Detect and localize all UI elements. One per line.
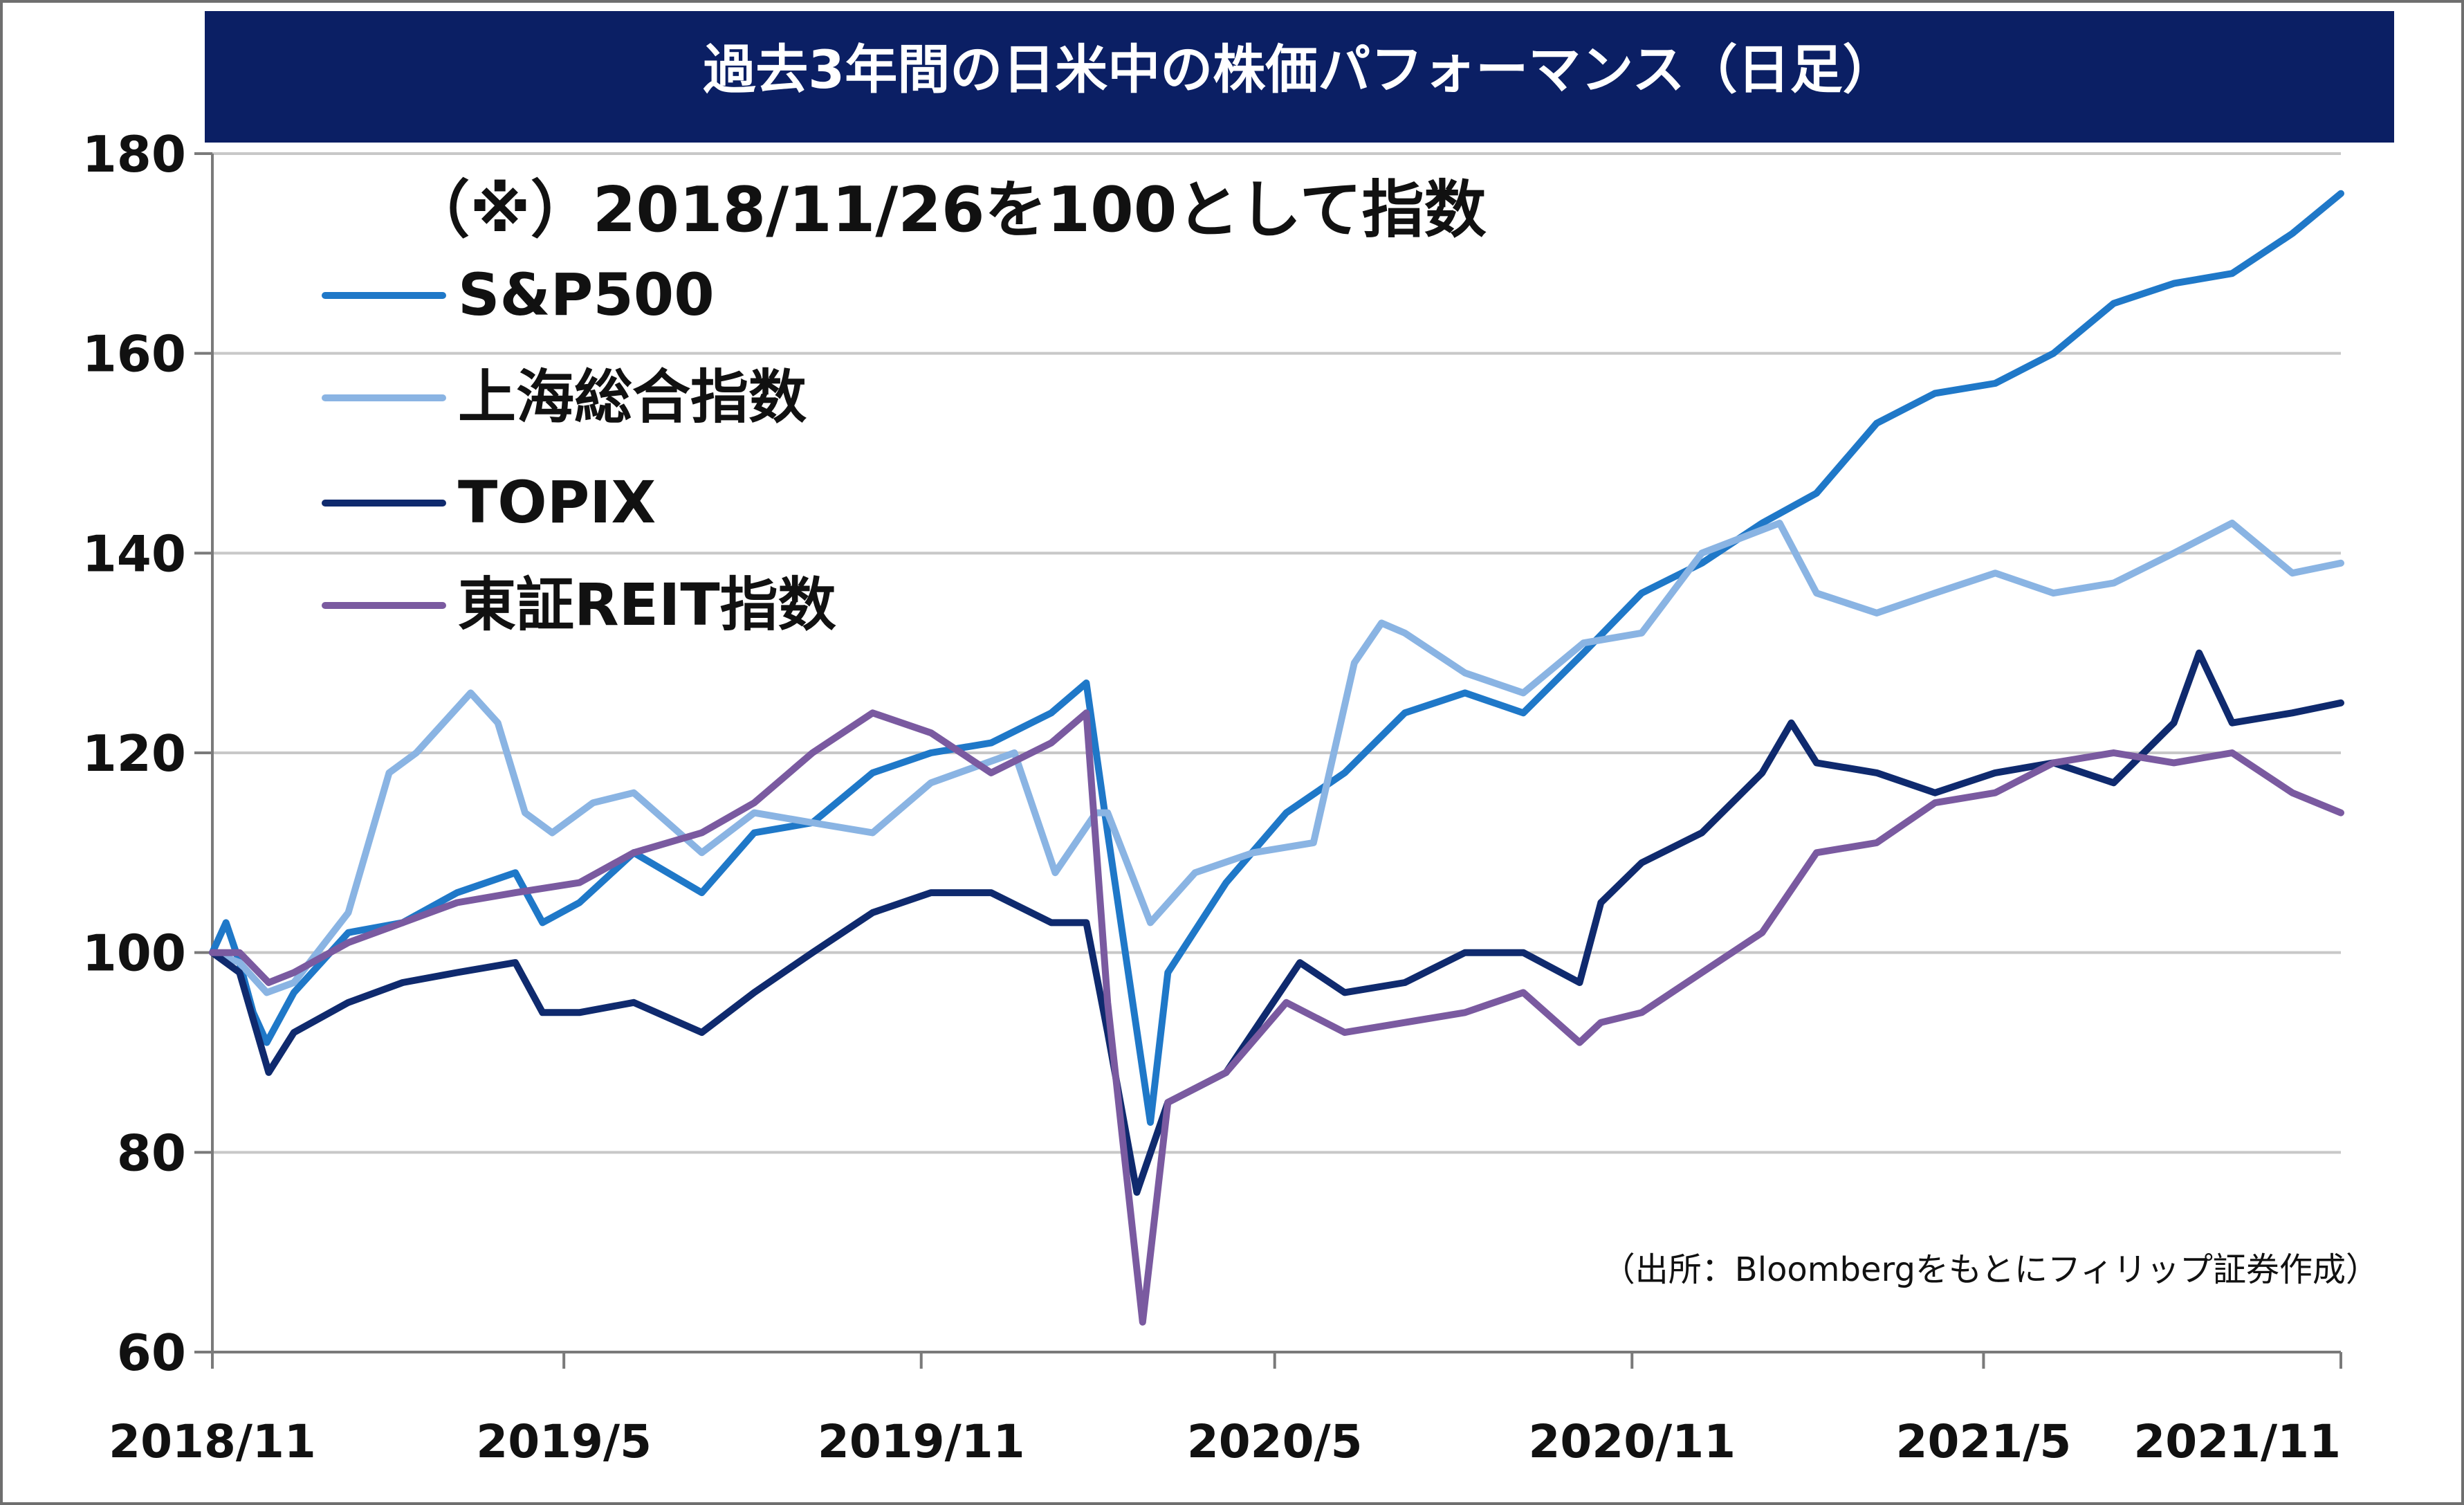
- x-tick-label: 2021/11: [2133, 1415, 2341, 1468]
- series-line-3: [209, 709, 2344, 1326]
- x-tick-label: 2020/5: [1187, 1415, 1363, 1468]
- x-tick-label: 2018/11: [109, 1415, 316, 1468]
- y-tick-label: 60: [117, 1324, 186, 1382]
- x-tick-label: 2021/5: [1896, 1415, 2072, 1468]
- y-tick-label: 140: [82, 525, 186, 583]
- y-tick-label: 80: [117, 1124, 186, 1182]
- chart-title: 過去3年間の日米中の株価パフォーマンス（日足）: [703, 39, 1895, 100]
- legend-label-0: S&P500: [458, 261, 715, 329]
- source-note: （出所：Bloombergをもとにフィリップ証券作成）: [1602, 1250, 2379, 1289]
- series-line-1: [209, 520, 2344, 996]
- x-tick-label: 2019/11: [818, 1415, 1025, 1468]
- y-tick-label: 160: [82, 325, 186, 383]
- title-banner: [205, 11, 2394, 143]
- series-line-0: [209, 190, 2344, 1126]
- series-layer: [209, 190, 2344, 1326]
- legend: S&P500 上海総合指数 TOPIX 東証REIT指数: [322, 261, 836, 639]
- chart-svg: 過去3年間の日米中の株価パフォーマンス（日足） 60 80 100 120 140 160…: [3, 3, 2461, 1502]
- legend-label-3: 東証REIT指数: [458, 571, 836, 639]
- axis-layer: 60 80 100 120 140 160 180 2018/11 2019/5 2019/11 2…: [82, 125, 2342, 1468]
- legend-label-1: 上海総合指数: [458, 363, 807, 431]
- grid-layer: [212, 152, 2341, 1154]
- x-tick-label: 2020/11: [1528, 1415, 1736, 1468]
- y-tick-label: 120: [82, 724, 186, 783]
- x-tick-label: 2019/5: [476, 1415, 652, 1468]
- y-tick-label: 180: [82, 125, 186, 183]
- y-tick-label: 100: [82, 924, 186, 983]
- chart-subtitle: （※）2018/11/26を100として指数: [407, 174, 1486, 246]
- legend-label-2: TOPIX: [458, 468, 656, 536]
